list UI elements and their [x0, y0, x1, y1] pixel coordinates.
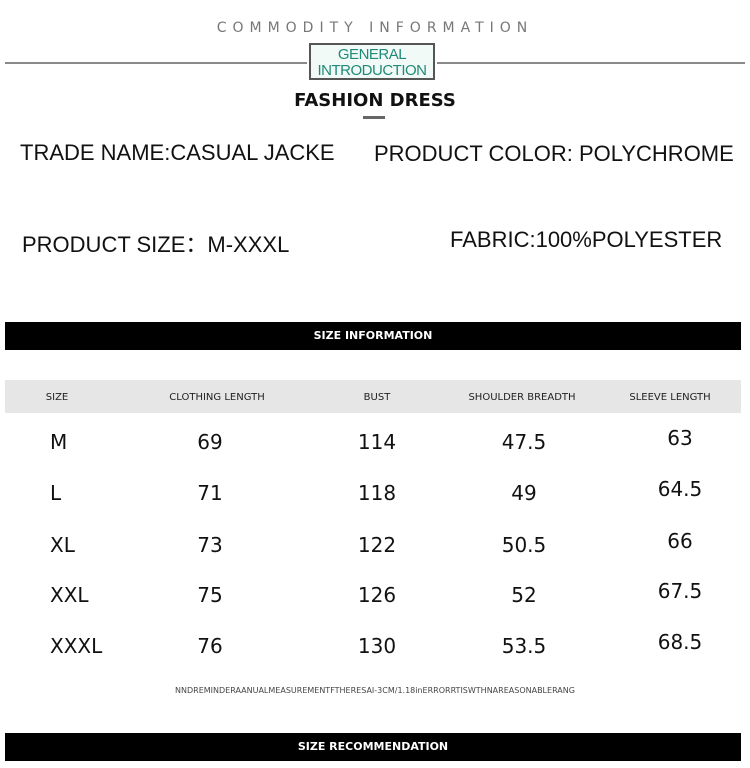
divider-right: [437, 62, 745, 64]
fabric: FABRIC:100%POLYESTER: [450, 227, 722, 253]
table-cell: M: [50, 430, 68, 454]
table-cell: 114: [357, 430, 397, 454]
title-underline: [363, 116, 385, 119]
table-cell: 66: [667, 529, 693, 553]
column-header: SLEEVE LENGTH: [629, 392, 711, 403]
table-cell: 50.5: [501, 533, 547, 557]
table-cell: 69: [197, 430, 223, 454]
table-cell: 64.5: [657, 477, 703, 501]
table-cell: XXL: [50, 583, 89, 607]
table-cell: XXXL: [50, 634, 103, 658]
trade-name-label: TRADE NAME:: [20, 140, 171, 165]
product-size: PRODUCT SIZE：M-XXXL: [22, 227, 289, 259]
divider-left: [5, 62, 307, 64]
table-cell: XL: [50, 533, 75, 557]
trade-name: TRADE NAME:CASUAL JACKE: [20, 140, 335, 166]
product-color-value: POLYCHROME: [578, 141, 734, 166]
column-header: BUST: [363, 392, 391, 403]
table-cell: 53.5: [501, 634, 547, 658]
column-header: CLOTHING LENGTH: [169, 392, 265, 403]
column-header: SHOULDER BREADTH: [468, 392, 576, 403]
table-cell: 49: [511, 481, 537, 505]
table-cell: 130: [357, 634, 397, 658]
badge-line-1: GENERAL: [337, 46, 407, 63]
size-recommendation-bar: SIZE RECOMMENDATION: [5, 733, 741, 761]
fabric-label: FABRIC:: [450, 227, 536, 252]
product-size-label: PRODUCT SIZE：: [22, 232, 208, 257]
fabric-value: 100%POLYESTER: [535, 227, 723, 252]
table-cell: 52: [511, 583, 537, 607]
column-header: SIZE: [45, 392, 69, 403]
trade-name-value: CASUAL JACKE: [170, 140, 335, 165]
badge-line-2: INTRODUCTION: [317, 62, 428, 79]
table-cell: 71: [197, 481, 223, 505]
subtitle: COMMODITY INFORMATION: [216, 20, 534, 36]
product-color-label: PRODUCT COLOR:: [374, 141, 573, 166]
table-cell: 68.5: [657, 630, 703, 654]
table-cell: 76: [197, 634, 223, 658]
table-cell: 73: [197, 533, 223, 557]
table-cell: 75: [197, 583, 223, 607]
table-cell: 118: [357, 481, 397, 505]
table-cell: 126: [357, 583, 397, 607]
product-size-value: M-XXXL: [207, 232, 290, 257]
product-color: PRODUCT COLOR: POLYCHROME: [374, 141, 734, 167]
table-cell: 122: [357, 533, 397, 557]
size-information-bar: SIZE INFORMATION: [5, 322, 741, 350]
table-header-band: [5, 380, 741, 413]
table-cell: 67.5: [657, 579, 703, 603]
table-cell: 63: [667, 426, 693, 450]
table-cell: L: [50, 481, 62, 505]
measurement-note: NNDREMINDERAANUALMEASUREMENTFTHERESAI-3C…: [175, 686, 575, 695]
table-cell: 47.5: [501, 430, 547, 454]
general-introduction-badge: GENERAL INTRODUCTION: [309, 43, 435, 80]
page-title: FASHION DRESS: [294, 90, 456, 111]
